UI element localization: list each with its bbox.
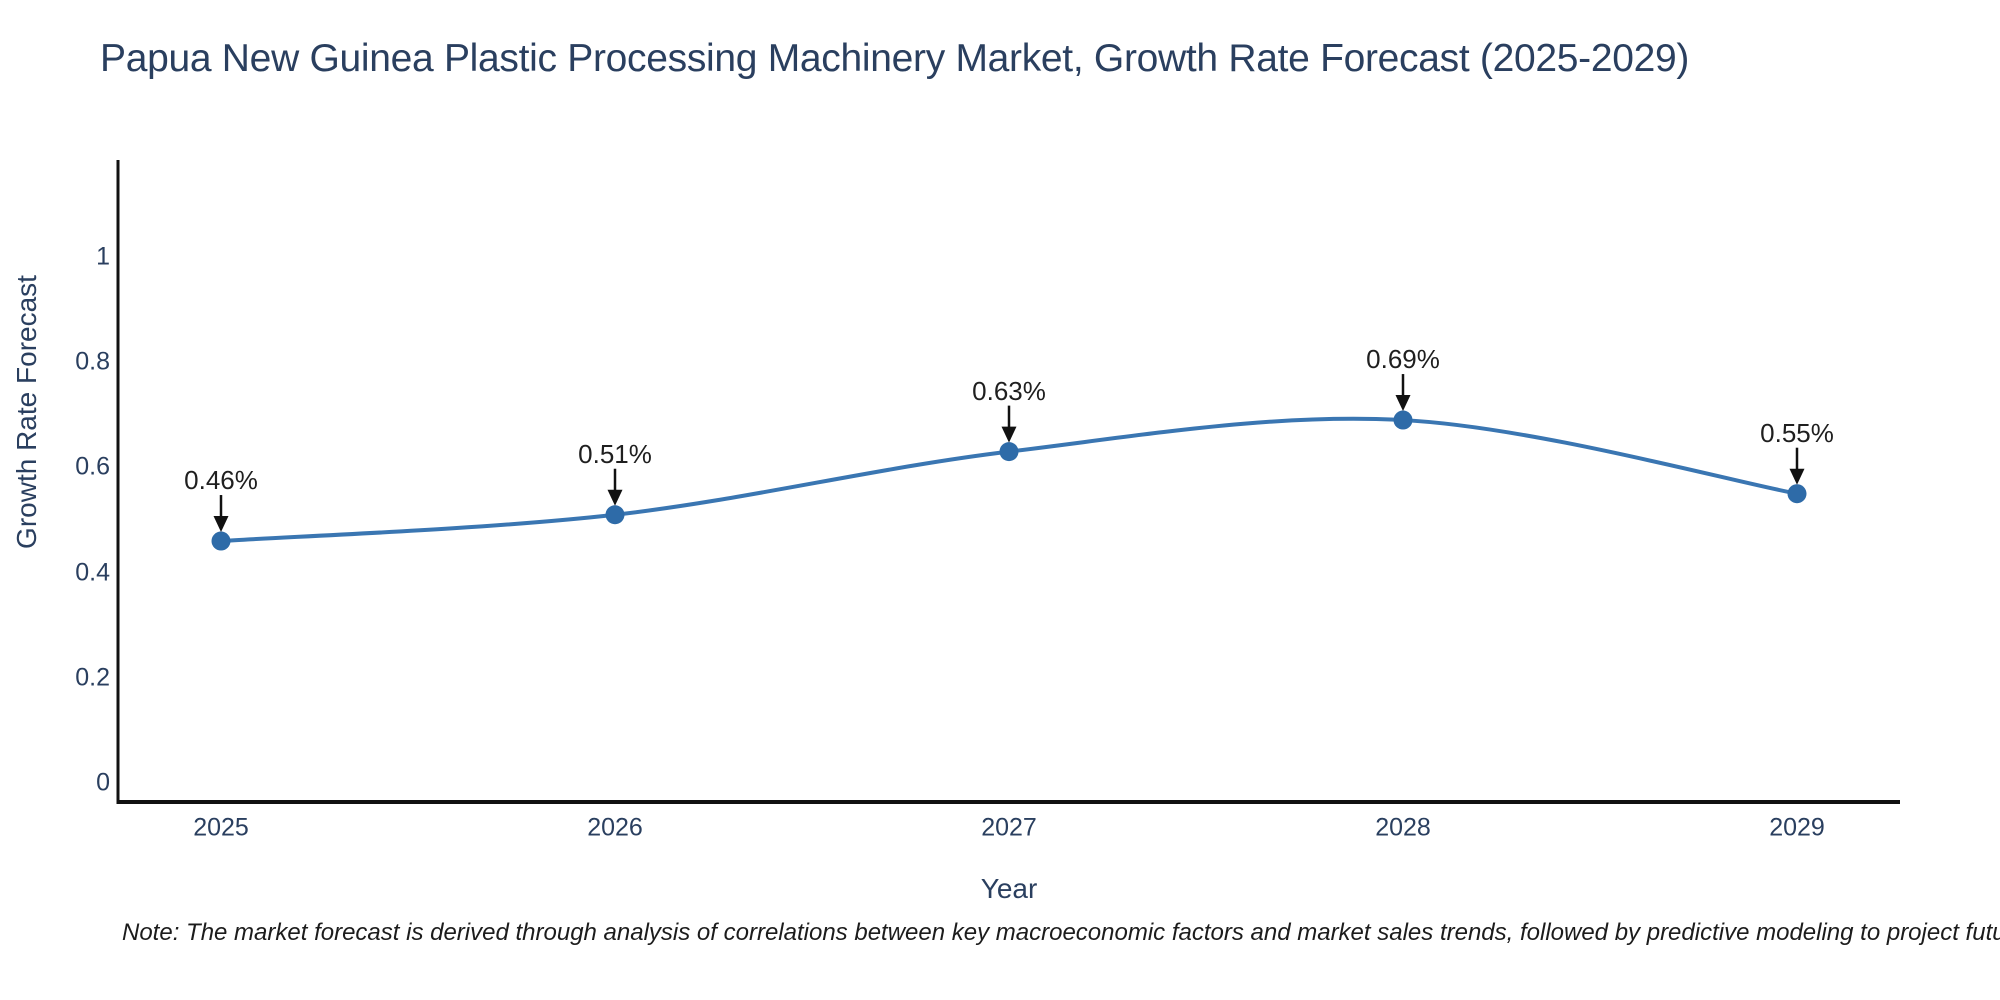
y-tick-label: 1 xyxy=(96,242,110,271)
data-point-2026 xyxy=(605,505,625,525)
data-point-2028 xyxy=(1393,410,1413,430)
x-tick-label: 2027 xyxy=(981,813,1037,842)
y-tick-label: 0.4 xyxy=(75,558,110,587)
y-tick-label: 0.6 xyxy=(75,452,110,481)
y-tick-label: 0.2 xyxy=(75,663,110,692)
point-value-label: 0.51% xyxy=(578,438,652,469)
annotation-arrowhead xyxy=(1395,395,1411,412)
data-point-2027 xyxy=(999,442,1019,462)
data-point-2029 xyxy=(1787,484,1807,504)
x-tick-label: 2026 xyxy=(587,813,643,842)
y-tick-label: 0 xyxy=(96,768,110,797)
annotation-arrowhead xyxy=(1789,468,1805,485)
x-tick-label: 2028 xyxy=(1375,813,1431,842)
x-axis-title: Year xyxy=(980,873,1038,904)
x-tick-label: 2029 xyxy=(1769,813,1825,842)
point-value-label: 0.63% xyxy=(972,375,1046,406)
data-point-2025 xyxy=(211,531,231,551)
point-value-label: 0.69% xyxy=(1366,344,1440,375)
chart-title: Papua New Guinea Plastic Processing Mach… xyxy=(100,37,1690,80)
point-value-label: 0.46% xyxy=(184,465,258,496)
annotation-arrowhead xyxy=(607,489,623,506)
x-tick-label: 2025 xyxy=(193,813,249,842)
point-value-label: 0.55% xyxy=(1760,417,1834,448)
footnote: Note: The market forecast is derived thr… xyxy=(122,919,2000,946)
annotation-arrowhead xyxy=(1001,426,1017,443)
y-axis-title: Growth Rate Forecast xyxy=(11,275,42,549)
annotation-arrowhead xyxy=(213,516,229,533)
y-tick-label: 0.8 xyxy=(75,347,110,376)
